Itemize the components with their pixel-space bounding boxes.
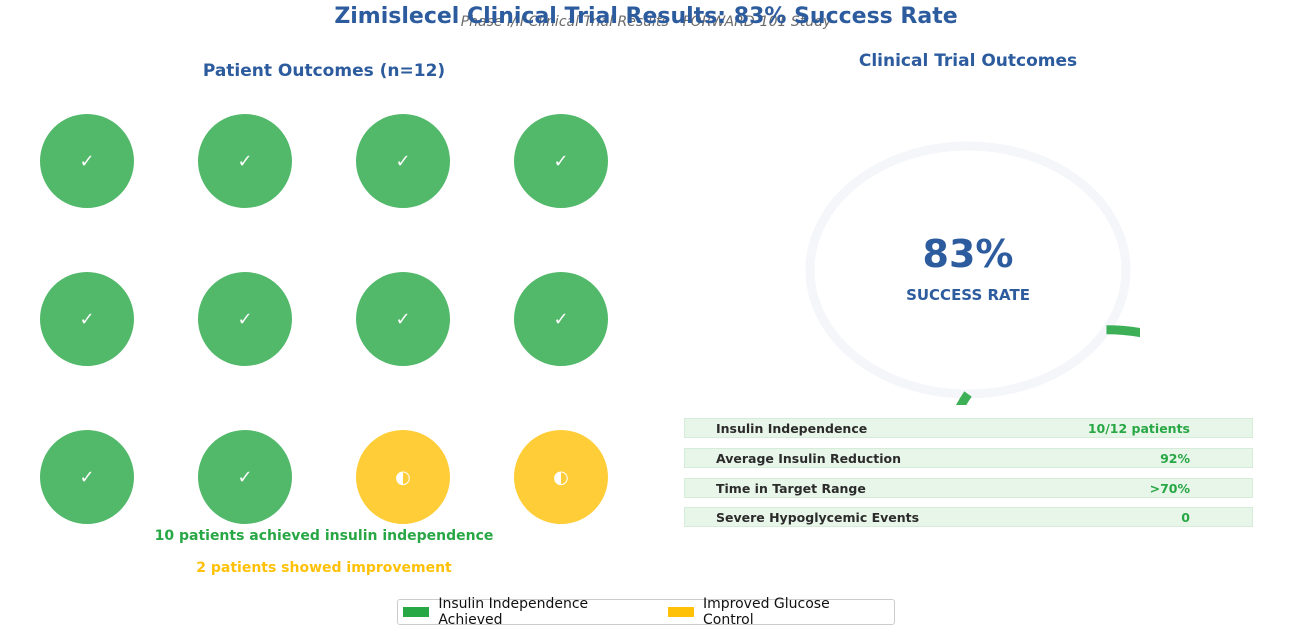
patient-circle-4: ✓ bbox=[514, 114, 608, 208]
legend-label-success: Insulin Independence Achieved bbox=[438, 596, 589, 628]
main-title: Zimislecel Clinical Trial Results: 83% S… bbox=[334, 4, 958, 29]
patient-circle-9: ✓ bbox=[40, 430, 134, 524]
success-rate-gauge: 83% SUCCESS RATE bbox=[805, 141, 1140, 405]
metric-row: Insulin Independence 10/12 patients bbox=[684, 418, 1253, 438]
metric-label: Insulin Independence bbox=[716, 420, 868, 436]
metric-value: 92% bbox=[1160, 450, 1190, 466]
patient-circle-3: ✓ bbox=[356, 114, 450, 208]
legend-swatch-improved bbox=[667, 607, 694, 617]
metric-value: 10/12 patients bbox=[1087, 420, 1190, 436]
subtitle: Phase I/II Clinical Trial Results - FORW… bbox=[460, 14, 832, 30]
patient-outcomes-title: Patient Outcomes (n=12) bbox=[202, 61, 446, 81]
patient-circle-1: ✓ bbox=[40, 114, 134, 208]
patient-circle-5: ✓ bbox=[40, 272, 134, 366]
patient-circle-11: ◐ bbox=[356, 430, 450, 524]
summary-success-text: 10 patients achieved insulin independenc… bbox=[154, 528, 494, 544]
legend-label-improved: Improved Glucose Control bbox=[703, 596, 830, 628]
legend-swatch-success bbox=[403, 607, 430, 617]
metric-value: >70% bbox=[1149, 480, 1190, 496]
patient-circle-7: ✓ bbox=[356, 272, 450, 366]
patient-circle-10: ✓ bbox=[198, 430, 292, 524]
metric-row: Average Insulin Reduction 92% bbox=[684, 448, 1253, 468]
gauge-value: 83% bbox=[923, 232, 1014, 276]
clinical-outcomes-title: Clinical Trial Outcomes bbox=[858, 51, 1078, 71]
gauge-caption: SUCCESS RATE bbox=[906, 286, 1030, 304]
patient-circle-2: ✓ bbox=[198, 114, 292, 208]
metric-label: Severe Hypoglycemic Events bbox=[716, 509, 920, 525]
patient-circle-6: ✓ bbox=[198, 272, 292, 366]
metric-value: 0 bbox=[1181, 509, 1190, 525]
metric-label: Average Insulin Reduction bbox=[716, 450, 902, 466]
metric-row: Time in Target Range >70% bbox=[684, 478, 1253, 498]
summary-improved-text: 2 patients showed improvement bbox=[196, 560, 452, 576]
legend: Insulin Independence Achieved Improved G… bbox=[397, 596, 895, 628]
patient-circle-12: ◐ bbox=[514, 430, 608, 524]
metric-label: Time in Target Range bbox=[716, 480, 866, 496]
metric-row: Severe Hypoglycemic Events 0 bbox=[684, 507, 1253, 527]
patient-circle-8: ✓ bbox=[514, 272, 608, 366]
